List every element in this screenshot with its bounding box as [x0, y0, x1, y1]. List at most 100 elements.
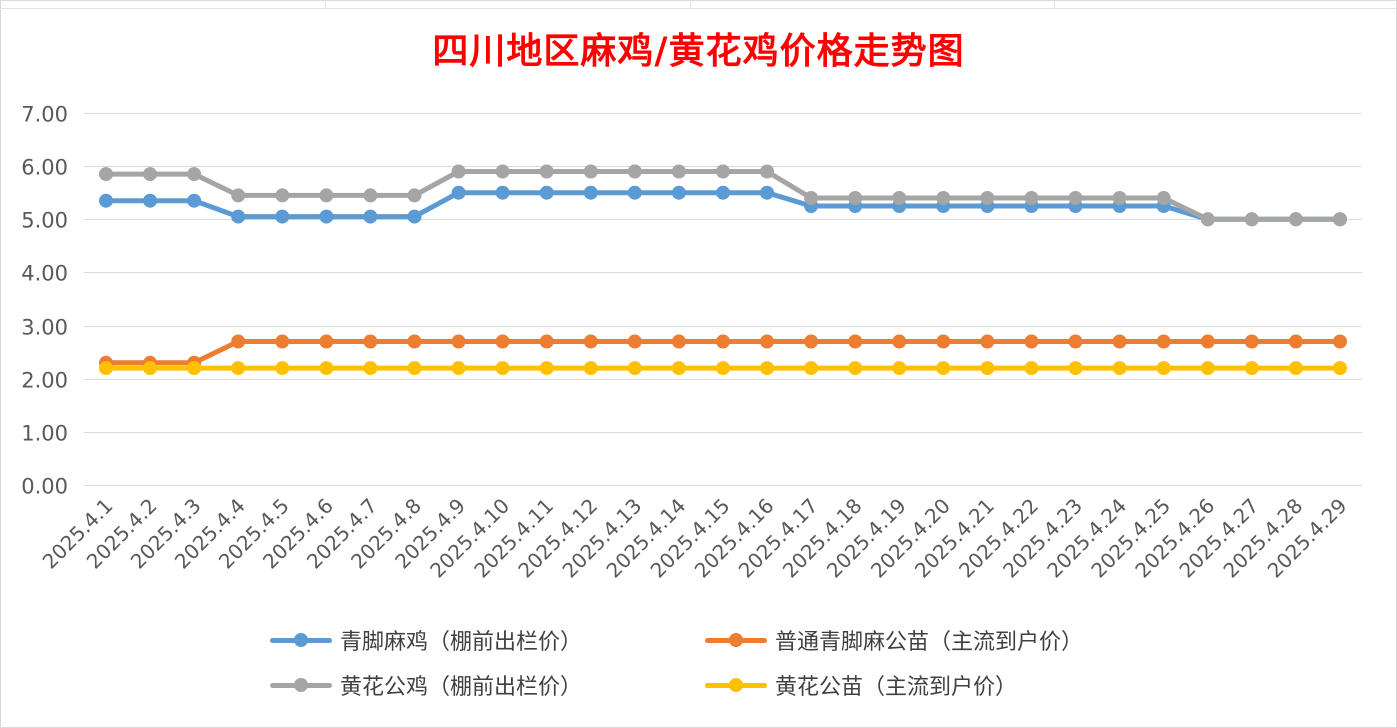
data-point[interactable] — [1244, 361, 1259, 376]
data-point[interactable] — [187, 361, 202, 376]
data-point[interactable] — [143, 167, 158, 182]
data-point[interactable] — [539, 164, 554, 179]
data-point[interactable] — [848, 361, 863, 376]
legend-item-series-1[interactable]: 普通青脚麻公苗（主流到户价） — [705, 624, 1140, 656]
data-point[interactable] — [143, 361, 158, 376]
data-point[interactable] — [804, 334, 819, 349]
data-point[interactable] — [363, 334, 378, 349]
data-point[interactable] — [848, 334, 863, 349]
data-point[interactable] — [407, 361, 422, 376]
data-point[interactable] — [495, 334, 510, 349]
data-point[interactable] — [760, 361, 774, 376]
data-point[interactable] — [451, 185, 466, 200]
data-point[interactable] — [583, 164, 598, 179]
data-point[interactable] — [760, 164, 774, 179]
data-point[interactable] — [495, 361, 510, 376]
legend-item-series-3[interactable]: 黄花公苗（主流到户价） — [705, 669, 1140, 701]
data-point[interactable] — [319, 361, 334, 376]
data-point[interactable] — [319, 209, 334, 224]
data-point[interactable] — [1333, 361, 1347, 376]
data-point[interactable] — [804, 191, 819, 205]
data-point[interactable] — [1112, 361, 1127, 376]
data-point[interactable] — [275, 209, 290, 224]
data-point[interactable] — [275, 334, 290, 349]
data-point[interactable] — [1068, 334, 1083, 349]
data-point[interactable] — [980, 334, 995, 349]
data-point[interactable] — [539, 185, 554, 200]
data-point[interactable] — [363, 188, 378, 203]
data-point[interactable] — [275, 361, 290, 376]
data-point[interactable] — [892, 361, 907, 376]
data-point[interactable] — [627, 164, 642, 179]
data-point[interactable] — [275, 188, 290, 203]
data-point[interactable] — [407, 334, 422, 349]
data-point[interactable] — [936, 334, 951, 349]
data-point[interactable] — [495, 185, 510, 200]
data-point[interactable] — [1112, 334, 1127, 349]
data-point[interactable] — [848, 191, 863, 205]
data-point[interactable] — [407, 188, 422, 203]
data-point[interactable] — [627, 361, 642, 376]
data-point[interactable] — [1024, 334, 1039, 349]
data-point[interactable] — [1156, 361, 1171, 376]
legend-item-series-0[interactable]: 青脚麻鸡（棚前出栏价） — [270, 624, 705, 656]
data-point[interactable] — [671, 185, 686, 200]
data-point[interactable] — [407, 209, 422, 224]
data-point[interactable] — [716, 334, 730, 349]
data-point[interactable] — [143, 193, 158, 208]
data-point[interactable] — [671, 361, 686, 376]
data-point[interactable] — [99, 167, 113, 182]
data-point[interactable] — [892, 334, 907, 349]
data-point[interactable] — [1068, 361, 1083, 376]
data-point[interactable] — [1156, 191, 1171, 205]
data-point[interactable] — [1288, 212, 1303, 227]
data-point[interactable] — [1068, 191, 1083, 205]
data-point[interactable] — [363, 361, 378, 376]
data-point[interactable] — [451, 361, 466, 376]
data-point[interactable] — [99, 361, 113, 376]
data-point[interactable] — [716, 361, 730, 376]
data-point[interactable] — [187, 167, 202, 182]
data-point[interactable] — [1333, 212, 1347, 227]
data-point[interactable] — [231, 209, 246, 224]
data-point[interactable] — [892, 191, 907, 205]
data-point[interactable] — [187, 193, 202, 208]
data-point[interactable] — [451, 334, 466, 349]
data-point[interactable] — [319, 334, 334, 349]
data-point[interactable] — [539, 334, 554, 349]
data-point[interactable] — [1200, 334, 1215, 349]
data-point[interactable] — [980, 191, 995, 205]
data-point[interactable] — [627, 334, 642, 349]
data-point[interactable] — [99, 193, 113, 208]
data-point[interactable] — [760, 334, 774, 349]
data-point[interactable] — [671, 334, 686, 349]
data-point[interactable] — [1288, 334, 1303, 349]
data-point[interactable] — [1200, 361, 1215, 376]
data-point[interactable] — [804, 361, 819, 376]
data-point[interactable] — [231, 361, 246, 376]
data-point[interactable] — [1024, 361, 1039, 376]
data-point[interactable] — [539, 361, 554, 376]
data-point[interactable] — [1112, 191, 1127, 205]
data-point[interactable] — [1156, 334, 1171, 349]
data-point[interactable] — [231, 334, 246, 349]
data-point[interactable] — [1244, 334, 1259, 349]
data-point[interactable] — [760, 185, 774, 200]
data-point[interactable] — [627, 185, 642, 200]
data-point[interactable] — [1244, 212, 1259, 227]
data-point[interactable] — [1200, 212, 1215, 227]
data-point[interactable] — [1333, 334, 1347, 349]
data-point[interactable] — [231, 188, 246, 203]
data-point[interactable] — [583, 185, 598, 200]
data-point[interactable] — [583, 334, 598, 349]
data-point[interactable] — [451, 164, 466, 179]
legend-item-series-2[interactable]: 黄花公鸡（棚前出栏价） — [270, 669, 705, 701]
data-point[interactable] — [936, 191, 951, 205]
data-point[interactable] — [716, 164, 730, 179]
data-point[interactable] — [936, 361, 951, 376]
data-point[interactable] — [495, 164, 510, 179]
data-point[interactable] — [980, 361, 995, 376]
data-point[interactable] — [1024, 191, 1039, 205]
data-point[interactable] — [363, 209, 378, 224]
data-point[interactable] — [1288, 361, 1303, 376]
